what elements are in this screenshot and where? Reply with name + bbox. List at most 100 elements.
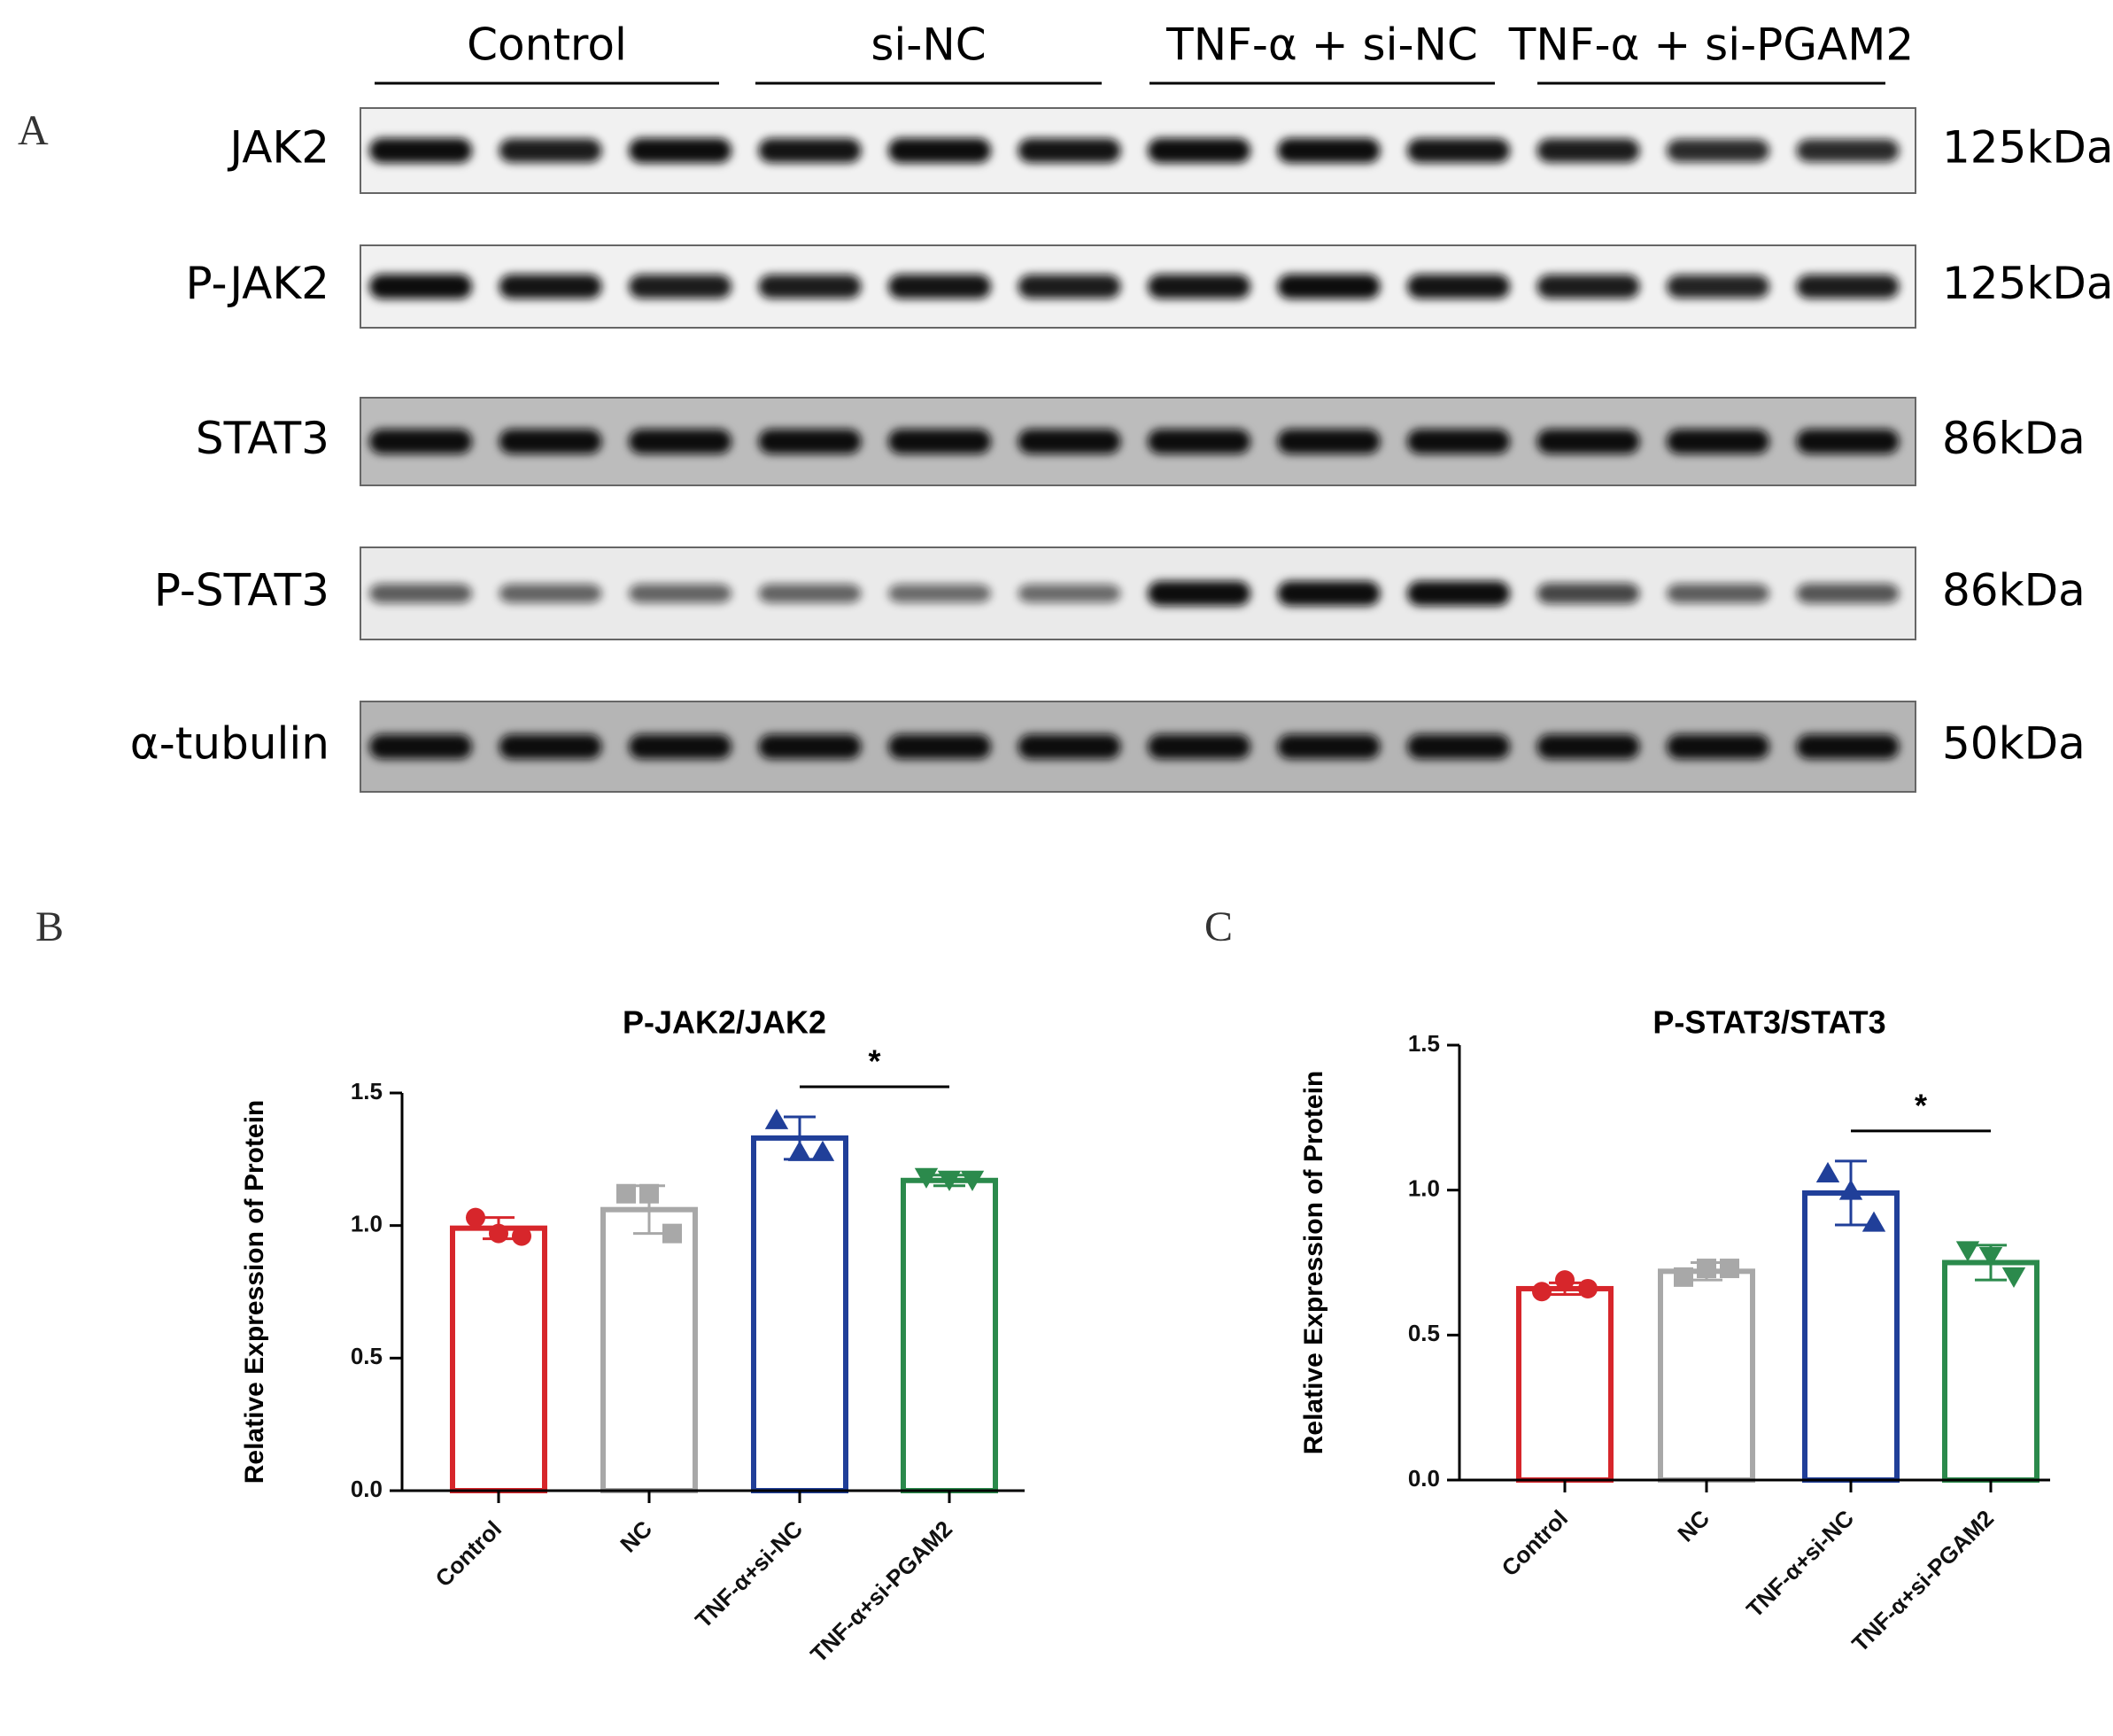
blot-row (360, 107, 1916, 194)
blot-band (888, 138, 991, 163)
blot-band (499, 138, 602, 163)
blot-band (499, 274, 602, 299)
blot-band (888, 274, 991, 299)
row-label: α-tubulin (130, 718, 329, 770)
y-tick-label: 1.0 (1408, 1175, 1440, 1202)
blot-band (758, 734, 862, 759)
y-tick-label: 1.5 (351, 1078, 383, 1104)
blot-band (1407, 734, 1510, 759)
blot-band (758, 138, 862, 163)
x-tick-label: TNF-α+si-NC (690, 1515, 808, 1633)
blot-row (360, 397, 1916, 486)
blot-band (1148, 138, 1250, 163)
data-point (639, 1183, 659, 1204)
data-point (787, 1140, 812, 1161)
blot-band (1018, 429, 1121, 454)
data-point (662, 1223, 682, 1244)
blot-band (629, 429, 731, 454)
data-point (960, 1170, 985, 1191)
bar (1658, 1268, 1755, 1483)
blot-band (1277, 274, 1381, 299)
bar (600, 1206, 698, 1493)
blot-band (1277, 581, 1381, 606)
size-label: 125kDa (1942, 122, 2113, 174)
row-label: P-JAK2 (185, 258, 329, 309)
bar (1942, 1259, 2039, 1483)
blot-row (360, 546, 1916, 640)
bar (901, 1177, 998, 1494)
x-tick-label: TNF-α+si-NC (1741, 1505, 1859, 1623)
blot-band (888, 584, 991, 603)
blot-band (629, 275, 731, 298)
data-point (1815, 1161, 1840, 1183)
blot-band (1796, 583, 1900, 604)
data-point (466, 1207, 485, 1228)
y-tick-label: 0.0 (1408, 1465, 1440, 1492)
blot-row (360, 244, 1916, 329)
row-label: JAK2 (227, 122, 329, 174)
blot-band (1536, 734, 1640, 759)
y-axis-label: Relative Expression of Protein (1299, 1071, 1328, 1454)
bar (1516, 1285, 1614, 1483)
blot-band (1407, 274, 1510, 299)
x-tick-label: TNF-α+si-PGAM2 (805, 1515, 957, 1668)
blot-band (1148, 274, 1250, 299)
significance-label: * (1915, 1087, 1927, 1123)
x-tick-label: NC (1672, 1505, 1714, 1547)
bar (450, 1225, 547, 1494)
blot-band (369, 138, 472, 163)
data-point (1720, 1259, 1739, 1279)
blot-row (360, 701, 1916, 793)
panel-label: A (18, 107, 49, 154)
blot-band (1148, 429, 1250, 454)
blot-band (369, 734, 472, 759)
data-point (1955, 1241, 1980, 1262)
panel-label: C (1204, 903, 1233, 950)
data-point (1838, 1179, 1863, 1200)
blot-membrane (360, 546, 1916, 640)
chart-title: P-JAK2/JAK2 (623, 1004, 826, 1041)
data-point (1861, 1211, 1886, 1232)
blot-band (1407, 138, 1510, 163)
blot-band (1407, 429, 1510, 454)
data-point (616, 1183, 636, 1204)
blot-band (1407, 581, 1510, 606)
blot-band (369, 429, 472, 454)
blot-band (1667, 275, 1769, 298)
blot-band (1796, 429, 1900, 454)
data-point (1697, 1259, 1716, 1279)
blot-membrane (360, 107, 1916, 194)
blot-band (1018, 138, 1121, 163)
x-tick-label: Control (1497, 1505, 1574, 1582)
blot-band (1536, 429, 1640, 454)
data-point (2001, 1267, 2026, 1288)
size-label: 125kDa (1942, 258, 2113, 309)
blot-band (1667, 139, 1769, 162)
data-point (1578, 1278, 1598, 1298)
blot-membrane (360, 701, 1916, 793)
panel-label: B (35, 903, 64, 950)
row-label: STAT3 (196, 413, 329, 464)
blot-band (1536, 583, 1640, 604)
blot-band (758, 275, 862, 298)
x-tick-label: Control (430, 1515, 507, 1593)
blot-membrane (360, 397, 1916, 486)
bar (1802, 1190, 1900, 1483)
blot-band (1018, 275, 1121, 298)
blot-band (888, 734, 991, 759)
blot-band (1796, 275, 1900, 298)
chart-title: P-STAT3/STAT3 (1652, 1004, 1885, 1041)
blot-band (1277, 138, 1381, 163)
blot-band (1667, 734, 1769, 759)
blot-band (499, 584, 602, 603)
size-label: 86kDa (1942, 413, 2086, 464)
blot-band (758, 429, 862, 454)
blot-band (1667, 429, 1769, 454)
group-label: si-NC (871, 19, 986, 71)
blot-band (758, 584, 862, 603)
blot-band (1796, 734, 1900, 759)
blot-band (1796, 139, 1900, 162)
blot-band (499, 429, 602, 454)
size-label: 86kDa (1942, 565, 2086, 616)
